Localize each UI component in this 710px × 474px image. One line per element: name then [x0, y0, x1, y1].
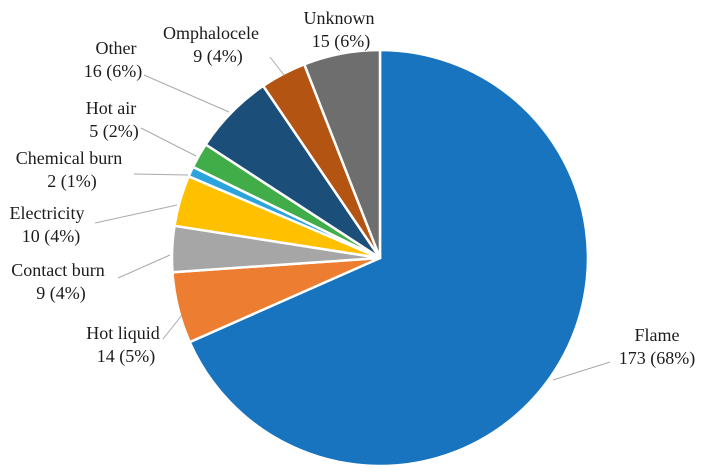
label-hot-liquid-value: 14 (5%) — [97, 346, 155, 367]
leader-line-contact-burn — [117, 254, 171, 279]
leader-line-omphalocele — [269, 56, 285, 76]
leader-line-other — [143, 74, 230, 113]
label-hot-air-value: 5 (2%) — [89, 121, 138, 142]
leader-line-chemical-burn — [133, 173, 189, 176]
label-electricity-name: Electricity — [10, 203, 85, 223]
label-hot-air: Hot air 5 (2%) — [86, 98, 139, 142]
label-hot-liquid-name: Hot liquid — [86, 323, 160, 343]
label-omphalocele: Omphalocele 9 (4%) — [163, 23, 259, 67]
label-chemical-burn-value: 2 (1%) — [47, 171, 96, 192]
label-flame: Flame 173 (68%) — [619, 325, 695, 369]
label-other-name: Other — [96, 38, 137, 58]
pie-slice-flame — [188, 48, 590, 468]
label-other-value: 16 (6%) — [84, 61, 142, 82]
label-chemical-burn: Chemical burn 2 (1%) — [16, 148, 122, 192]
label-unknown-name: Unknown — [304, 8, 375, 28]
label-omphalocele-name: Omphalocele — [163, 23, 259, 43]
label-flame-name: Flame — [635, 325, 680, 345]
leader-line-hot-liquid — [162, 314, 183, 340]
label-contact-burn: Contact burn 9 (4%) — [11, 260, 104, 304]
leader-line-flame — [552, 361, 611, 381]
label-flame-value: 173 (68%) — [619, 348, 695, 369]
leader-lines — [94, 56, 611, 381]
label-contact-burn-name: Contact burn — [11, 260, 104, 280]
label-hot-air-name: Hot air — [86, 98, 136, 118]
label-electricity: Electricity 10 (4%) — [10, 203, 85, 247]
label-chemical-burn-name: Chemical burn — [16, 148, 122, 168]
label-unknown-value: 15 (6%) — [312, 31, 370, 52]
label-omphalocele-value: 9 (4%) — [193, 46, 242, 67]
label-hot-liquid: Hot liquid 14 (5%) — [86, 323, 160, 367]
label-unknown: Unknown 15 (6%) — [304, 8, 375, 52]
leader-line-hot-air — [140, 127, 197, 157]
label-other: Other 16 (6%) — [84, 38, 142, 82]
pie-slices — [170, 48, 590, 468]
label-contact-burn-value: 9 (4%) — [36, 283, 85, 304]
data-labels: Flame 173 (68%) Hot liquid 14 (5%) Conta… — [10, 8, 696, 369]
label-electricity-value: 10 (4%) — [22, 226, 80, 247]
leader-line-electricity — [94, 204, 178, 224]
pie-slice-unknown — [303, 48, 382, 260]
